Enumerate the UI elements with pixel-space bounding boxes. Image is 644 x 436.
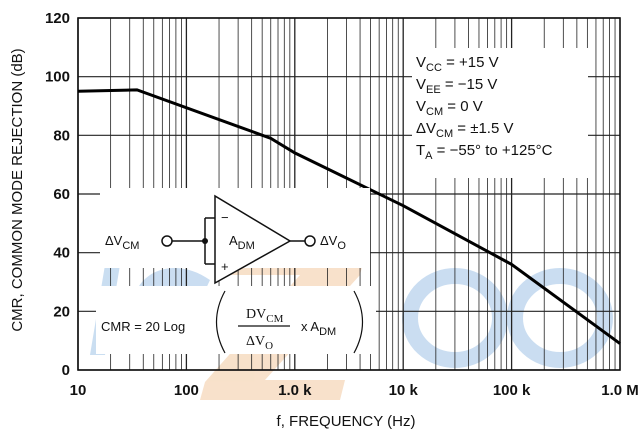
y-tick-label: 80 <box>53 127 70 144</box>
series-line-group <box>77 88 621 345</box>
x-tick-label: 100 <box>174 382 199 399</box>
y-tick-label: 100 <box>45 69 70 86</box>
formula-denominator: ΔVO <box>246 334 273 352</box>
y-tick-label: 40 <box>53 245 70 262</box>
plot-border <box>77 17 621 371</box>
y-tick-label: 20 <box>53 303 70 320</box>
condition-line: VCM = 0 V <box>416 98 483 118</box>
cmr-formula: CMR = 20 Log DVCM ΔVO x ADM <box>96 286 376 354</box>
y-tick-label: 120 <box>45 10 70 27</box>
inverting-input-sign: − <box>221 210 229 225</box>
op-amp-icon <box>214 194 292 285</box>
y-tick-label: 0 <box>62 362 70 379</box>
input-label: ΔVCM <box>105 233 139 252</box>
formula-multiplier: x ADM <box>301 319 336 338</box>
x-tick-label: 1.0 M <box>601 382 639 399</box>
y-tick-label: 60 <box>53 186 70 203</box>
series-line <box>77 88 621 345</box>
input-terminal-icon <box>161 235 173 247</box>
condition-line: VEE = −15 V <box>416 76 497 96</box>
x-tick-label: 1.0 k <box>278 382 312 399</box>
x-tick-label: 10 <box>70 382 87 399</box>
y-axis-title: CMR, COMMON MODE REJECTION (dB) <box>9 48 26 331</box>
noninverting-input-sign: + <box>221 259 229 274</box>
output-terminal-icon <box>304 235 316 247</box>
condition-line: TA = −55° to +125°C <box>416 142 553 162</box>
y-tick-labels: 0 20 40 60 80 100 120 <box>45 10 70 379</box>
amplifier-gain-label: ADM <box>229 233 255 252</box>
x-tick-label: 100 k <box>493 382 531 399</box>
formula-numerator: DVCM <box>246 307 284 325</box>
x-axis-title: f, FREQUENCY (Hz) <box>277 413 416 430</box>
condition-line: ΔVCM = ±1.5 V <box>416 120 514 140</box>
formula-lhs: CMR = 20 Log <box>101 319 185 334</box>
amplifier-circuit-diagram: ΔVCM − + ADM ΔVO <box>100 188 370 285</box>
plot-frame <box>77 17 621 371</box>
output-label: ΔVO <box>320 233 346 252</box>
x-tick-label: 10 k <box>389 382 419 399</box>
condition-line: VCC = +15 V <box>416 54 499 74</box>
x-tick-labels: 10 100 1.0 k 10 k 100 k 1.0 M <box>70 382 639 399</box>
